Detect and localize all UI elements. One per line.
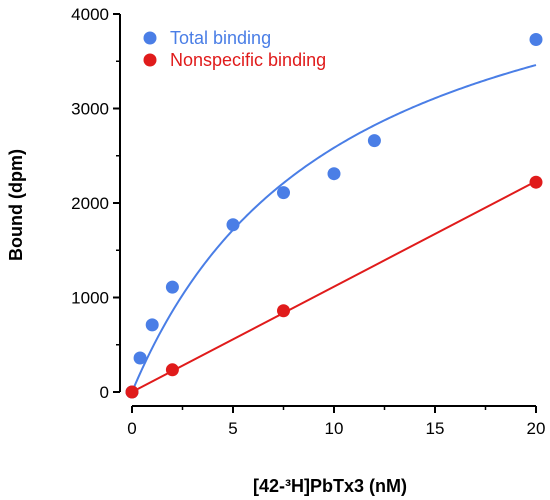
y-tick-label: 0 <box>100 383 109 402</box>
axis-titles: Bound (dpm) [42-³H]PbTx3 (nM) <box>6 149 407 496</box>
legend-marker-1 <box>143 53 157 67</box>
data-point-0 <box>277 186 290 200</box>
y-tick-label: 4000 <box>71 5 109 24</box>
y-axis-label: Bound (dpm) <box>6 149 26 261</box>
data-point-0 <box>226 218 240 232</box>
data-point-1 <box>125 385 139 399</box>
data-point-0 <box>327 167 341 181</box>
data-point-1 <box>529 175 543 189</box>
legend-label-0: Total binding <box>170 28 271 48</box>
data-point-0 <box>133 351 147 365</box>
data-points <box>125 33 543 399</box>
data-point-0 <box>145 318 159 332</box>
x-tick-label: 0 <box>127 419 136 438</box>
data-point-0 <box>165 280 179 294</box>
fit-line-1 <box>131 180 537 393</box>
y-tick-label: 1000 <box>71 289 109 308</box>
y-tick-label: 2000 <box>71 194 109 213</box>
data-point-1 <box>277 304 290 318</box>
fit-lines <box>131 64 537 393</box>
axes: 0 1000 2000 3000 4000 0 5 10 15 20 <box>71 5 545 438</box>
y-tick-label: 3000 <box>71 100 109 119</box>
data-point-0 <box>367 134 381 148</box>
legend-label-1: Nonspecific binding <box>170 50 326 70</box>
data-point-1 <box>165 363 179 377</box>
x-axis-label: [42-³H]PbTx3 (nM) <box>253 476 407 496</box>
legend-marker-0 <box>143 31 157 45</box>
x-tick-label: 15 <box>426 419 445 438</box>
x-tick-label: 5 <box>228 419 237 438</box>
x-tick-label: 20 <box>527 419 546 438</box>
data-point-0 <box>529 33 543 47</box>
x-tick-label: 10 <box>325 419 344 438</box>
fit-curve-0 <box>131 64 537 393</box>
